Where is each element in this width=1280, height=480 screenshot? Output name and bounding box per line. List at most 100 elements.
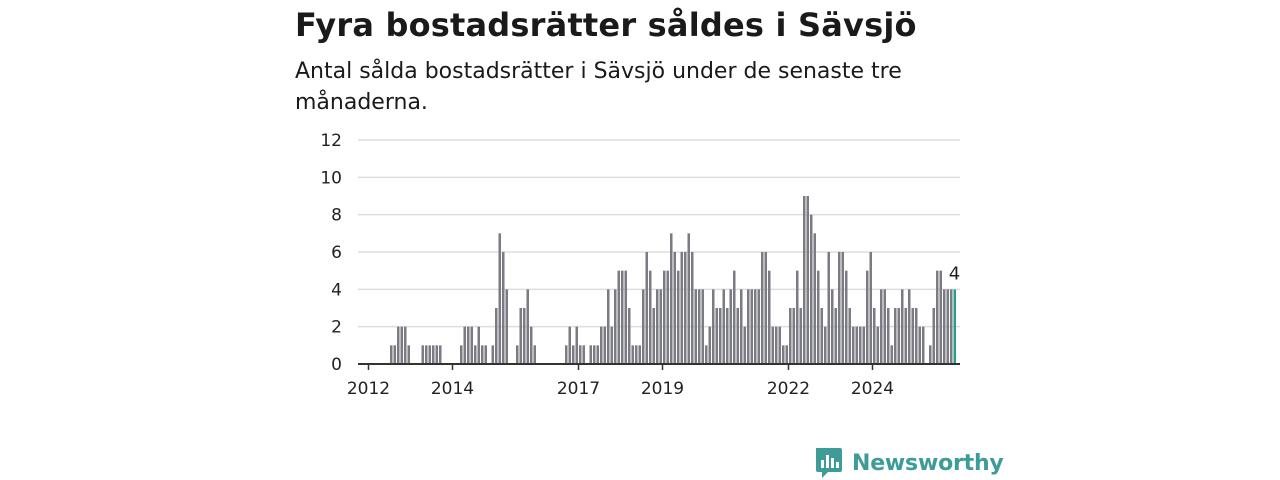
bar (739, 289, 743, 364)
bar (858, 326, 862, 364)
bar (827, 252, 831, 364)
bar (806, 196, 810, 364)
bar (781, 345, 785, 364)
bar (631, 345, 635, 364)
bar (914, 308, 918, 364)
bar (886, 308, 890, 364)
bar (897, 308, 901, 364)
bar (617, 270, 621, 364)
bar (522, 308, 526, 364)
bar (771, 326, 775, 364)
bar (799, 308, 803, 364)
bar (680, 252, 684, 364)
bar-chart: 0 2 4 6 8 10 12 2012 2014 2017 2019 2022 2024 4 (320, 131, 960, 399)
bar (813, 233, 817, 364)
bar (722, 289, 726, 364)
bar (732, 270, 736, 364)
bar (431, 345, 435, 364)
bar (676, 270, 680, 364)
bar (715, 308, 719, 364)
bar (778, 326, 782, 364)
bars (389, 196, 957, 364)
bar (599, 326, 603, 364)
bar (687, 233, 691, 364)
bar (935, 270, 939, 364)
bar (389, 345, 393, 364)
bar (400, 326, 404, 364)
y-tick-label: 2 (331, 318, 342, 338)
bar (876, 326, 880, 364)
x-tick-label: 2019 (641, 379, 684, 399)
bar (764, 252, 768, 364)
bar (890, 345, 894, 364)
y-tick-label: 12 (320, 131, 342, 151)
bar (669, 233, 673, 364)
brand-name: Newsworthy (852, 450, 1004, 476)
bar (792, 308, 796, 364)
bar (767, 270, 771, 364)
bar (435, 345, 439, 364)
bar (477, 326, 481, 364)
bar (610, 326, 614, 364)
bar (498, 233, 502, 364)
bar (620, 270, 624, 364)
y-tick-label: 10 (320, 168, 342, 188)
bar (428, 345, 432, 364)
y-axis-labels: 0 2 4 6 8 10 12 (320, 131, 342, 375)
bar (893, 308, 897, 364)
bar (624, 270, 628, 364)
bar (648, 270, 652, 364)
bar-highlight (953, 289, 957, 364)
bar (837, 252, 841, 364)
y-tick-label: 0 (331, 355, 342, 375)
x-tick-label: 2012 (347, 379, 390, 399)
bar (820, 308, 824, 364)
bar (666, 270, 670, 364)
bar (879, 289, 883, 364)
bar (704, 345, 708, 364)
bar (743, 326, 747, 364)
bar (795, 270, 799, 364)
bar (718, 308, 722, 364)
bar (638, 345, 642, 364)
bar (841, 252, 845, 364)
bar (515, 345, 519, 364)
bar (697, 289, 701, 364)
bar (592, 345, 596, 364)
bar (900, 289, 904, 364)
bar (736, 308, 740, 364)
x-tick-label: 2014 (431, 379, 474, 399)
bar (575, 326, 579, 364)
bar (865, 270, 869, 364)
bar (659, 289, 663, 364)
bar (473, 345, 477, 364)
bar (928, 345, 932, 364)
bar (823, 326, 827, 364)
bar (484, 345, 488, 364)
bar (757, 289, 761, 364)
bar (652, 308, 656, 364)
bar (788, 308, 792, 364)
bar (932, 308, 936, 364)
bar (862, 326, 866, 364)
chart-title: Fyra bostadsrätter såldes i Sävsjö (295, 6, 917, 44)
bar (753, 289, 757, 364)
bar (396, 326, 400, 364)
bar (407, 345, 411, 364)
bar (673, 252, 677, 364)
bar (774, 326, 778, 364)
bar (480, 345, 484, 364)
bar (911, 308, 915, 364)
bar (694, 289, 698, 364)
bar (921, 326, 925, 364)
bar (907, 289, 911, 364)
bar (708, 326, 712, 364)
bar (424, 345, 428, 364)
x-tick-label: 2024 (851, 379, 894, 399)
bar (627, 308, 631, 364)
bar (904, 308, 908, 364)
bar (421, 345, 425, 364)
bar (869, 252, 873, 364)
bar (645, 252, 649, 364)
bar (785, 345, 789, 364)
